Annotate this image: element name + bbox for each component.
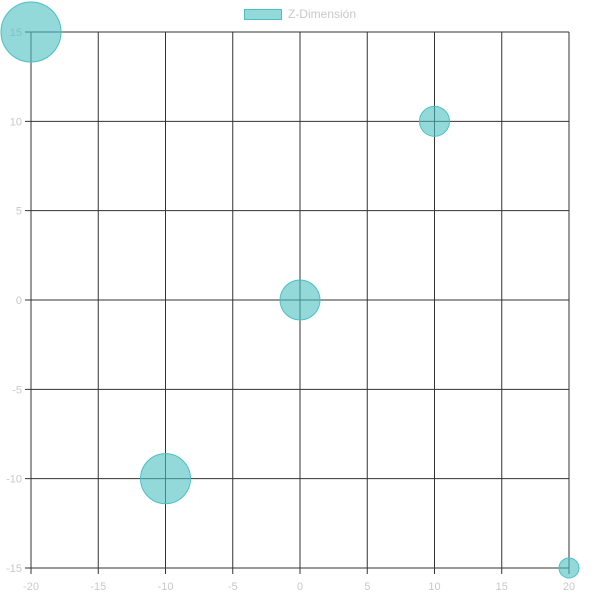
grid-lines (25, 31, 570, 574)
bubble-point[interactable] (558, 557, 580, 579)
legend[interactable]: Z-Dimensión (0, 7, 600, 21)
y-tick-label: -5 (12, 384, 22, 396)
y-tick-label: 0 (16, 295, 22, 307)
x-tick-label: -15 (90, 581, 106, 593)
y-tick-label: -15 (6, 563, 22, 575)
bubble-point[interactable] (419, 105, 450, 137)
legend-label: Z-Dimensión (287, 7, 356, 21)
x-tick-label: -5 (228, 581, 238, 593)
legend-swatch (243, 8, 282, 20)
x-tick-label: 10 (428, 581, 440, 593)
x-tick-label: -20 (23, 581, 39, 593)
bubble-point[interactable] (0, 1, 62, 63)
bubbles (0, 1, 580, 579)
bubble-point[interactable] (140, 453, 191, 505)
x-tick-label: 0 (297, 581, 303, 593)
y-tick-label: 5 (16, 206, 22, 218)
bubble-point[interactable] (279, 279, 321, 321)
x-tick-label: 15 (496, 581, 508, 593)
y-tick-label: -10 (6, 474, 22, 486)
y-tick-label: 10 (10, 116, 22, 128)
x-tick-label: -10 (158, 581, 174, 593)
x-tick-label: 20 (563, 581, 575, 593)
x-tick-label: 5 (364, 581, 370, 593)
